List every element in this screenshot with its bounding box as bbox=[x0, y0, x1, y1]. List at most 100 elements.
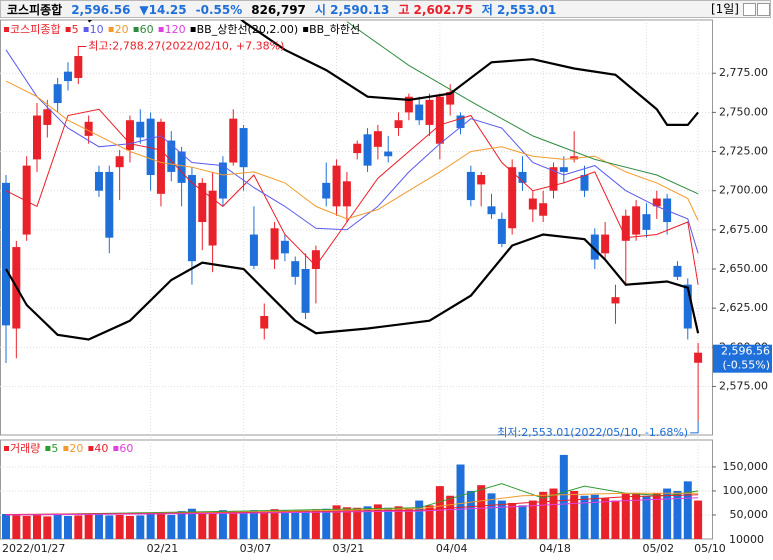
legend-swatch bbox=[4, 446, 9, 451]
volume-bar bbox=[105, 515, 114, 539]
candle-body bbox=[694, 352, 703, 363]
volume-bar bbox=[663, 488, 672, 539]
candle-body bbox=[177, 151, 186, 183]
candle-body bbox=[239, 128, 248, 168]
candle-body bbox=[384, 151, 393, 157]
volume-bar bbox=[611, 500, 620, 539]
volume-bar bbox=[384, 507, 393, 539]
x-tick-label: 03/07 bbox=[240, 542, 272, 555]
x-tick-label: 05/02 bbox=[642, 542, 674, 555]
volume-bar bbox=[22, 515, 31, 539]
volume-bar bbox=[435, 486, 444, 539]
candle-body bbox=[466, 171, 475, 201]
volume-bar bbox=[249, 510, 258, 539]
candle-body bbox=[456, 115, 465, 129]
legend-swatch bbox=[45, 446, 51, 451]
candle-body bbox=[270, 228, 279, 260]
legend-label: BB_상한선(20,2.00) bbox=[197, 23, 299, 36]
candle-body bbox=[580, 175, 589, 191]
candle-body bbox=[590, 234, 599, 260]
candle-body bbox=[528, 198, 537, 210]
candle-body bbox=[63, 71, 72, 82]
candle-body bbox=[22, 165, 31, 235]
header-field: 고 2,602.75 bbox=[398, 3, 473, 17]
indicator-line bbox=[5, 49, 699, 254]
candle-body bbox=[632, 206, 641, 235]
button[interactable] bbox=[757, 3, 770, 16]
candle-body bbox=[167, 140, 176, 172]
candle-body bbox=[477, 175, 486, 185]
candle-body bbox=[353, 143, 362, 154]
y-tick-label: 2,650.00 bbox=[719, 262, 768, 275]
volume-bar bbox=[146, 514, 155, 539]
volume-bar bbox=[291, 512, 300, 539]
indicator-line bbox=[87, 20, 699, 126]
volume-lines bbox=[5, 483, 699, 516]
y-tick-label: 2,675.00 bbox=[719, 223, 768, 236]
volume-bar bbox=[652, 493, 661, 539]
candles bbox=[2, 52, 703, 421]
candle-body bbox=[497, 218, 506, 244]
header-field: ▼14.25 bbox=[139, 3, 187, 17]
volume-bar bbox=[497, 500, 506, 539]
indicator-line bbox=[5, 80, 699, 221]
legend-swatch bbox=[65, 27, 71, 32]
candle-body bbox=[518, 171, 527, 183]
candle-body bbox=[2, 182, 10, 326]
candle-body bbox=[74, 56, 83, 78]
candle-body bbox=[218, 162, 227, 199]
candle-body bbox=[301, 269, 310, 313]
legend-label: 20 bbox=[115, 23, 129, 36]
annotation-arrow bbox=[690, 420, 699, 434]
legend-label: 5 bbox=[51, 442, 58, 455]
volume-bars bbox=[2, 454, 703, 539]
price-lines bbox=[5, 20, 700, 341]
candle-body bbox=[539, 203, 548, 216]
volume-bar bbox=[187, 508, 196, 539]
volume-bar bbox=[580, 495, 589, 539]
candle-body bbox=[549, 167, 558, 191]
y-tick-label: 2,625.00 bbox=[719, 301, 768, 314]
legend-swatch bbox=[113, 446, 119, 451]
candle-body bbox=[601, 234, 610, 254]
volume-bar bbox=[694, 500, 703, 539]
candle-body bbox=[43, 109, 52, 125]
indicator-line bbox=[346, 21, 699, 195]
last-price-box bbox=[713, 344, 772, 373]
legend-label: 5 bbox=[72, 23, 79, 36]
volume-bar bbox=[270, 509, 279, 539]
volume-bar bbox=[508, 502, 517, 539]
volume-bar bbox=[373, 504, 382, 539]
candle-body bbox=[425, 99, 434, 125]
legend-swatch bbox=[108, 27, 114, 32]
volume-bar bbox=[280, 510, 289, 539]
legend-swatch bbox=[190, 27, 196, 32]
volume-bar bbox=[632, 492, 641, 539]
candle-body bbox=[394, 120, 403, 129]
legend-label: 60 bbox=[119, 442, 133, 455]
candle-body bbox=[404, 96, 413, 113]
button[interactable] bbox=[743, 3, 756, 16]
y-tick-label: 100,000 bbox=[723, 484, 769, 497]
volume-bar bbox=[218, 510, 227, 539]
price-panel bbox=[0, 19, 713, 436]
candle-body bbox=[446, 92, 455, 105]
legend-swatch bbox=[83, 27, 89, 32]
volume-bar bbox=[198, 512, 207, 539]
volume-bar bbox=[84, 513, 93, 539]
period[interactable]: [1일] bbox=[710, 2, 739, 16]
last-price: 2,596.56 bbox=[721, 345, 770, 358]
y-tick-label: 2,725.00 bbox=[719, 145, 768, 158]
volume-bar bbox=[2, 514, 10, 539]
candle-body bbox=[342, 181, 351, 207]
volume-bar bbox=[301, 510, 310, 539]
candle-body bbox=[198, 182, 207, 223]
candle-body bbox=[280, 240, 289, 254]
candle-body bbox=[611, 297, 620, 304]
volume-bar bbox=[642, 495, 651, 539]
legend-label: 코스피종합 bbox=[10, 23, 61, 36]
legend-label: 거래량 bbox=[10, 442, 40, 455]
volume-bar bbox=[32, 514, 41, 539]
legend-swatch bbox=[63, 446, 69, 451]
